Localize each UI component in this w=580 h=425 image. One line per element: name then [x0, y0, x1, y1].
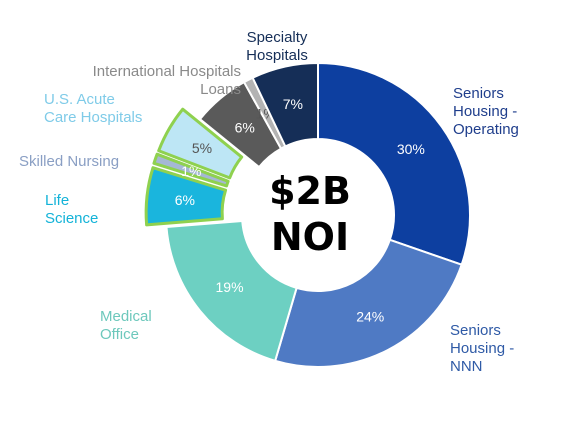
slice-value-label-8: 7% [283, 96, 303, 112]
center-value: $2B [269, 169, 351, 213]
slice-value-label-5: 5% [192, 140, 212, 156]
slice-value-label-6: 6% [235, 120, 255, 136]
slice-value-label-1: 24% [356, 308, 384, 324]
legend-label-specialty-hospitals: Specialty Hospitals [246, 29, 308, 64]
legend-label-us-acute-care-hospitals: U.S. Acute Care Hospitals [44, 91, 143, 126]
slice-value-label-3: 6% [175, 192, 195, 208]
legend-label-skilled-nursing: Skilled Nursing [19, 153, 120, 170]
legend-label-medical-office: Medical Office [100, 308, 152, 343]
slice-value-label-0: 30% [397, 141, 425, 157]
legend-label-seniors-housing-operating: Seniors Housing - Operating [453, 85, 519, 138]
donut-slice-3 [144, 166, 228, 227]
donut-slice-1 [274, 238, 463, 368]
donut-slice-4 [152, 152, 230, 188]
legend-label-international-hospitals-loans: International Hospitals Loans [92, 63, 241, 98]
slice-value-label-4: 1% [181, 163, 201, 179]
donut-slice-0 [317, 62, 471, 266]
legend-label-seniors-housing-nnn: Seniors Housing - NNN [450, 322, 515, 375]
slice-value-label-2: 19% [216, 279, 244, 295]
donut-slice-5 [157, 107, 244, 180]
center-label: $2B NOI [240, 168, 380, 260]
donut-slice-2 [165, 220, 298, 362]
center-caption: NOI [270, 215, 350, 259]
donut-slice-8 [251, 62, 319, 148]
legend-label-life-science: Life Science [45, 192, 99, 227]
